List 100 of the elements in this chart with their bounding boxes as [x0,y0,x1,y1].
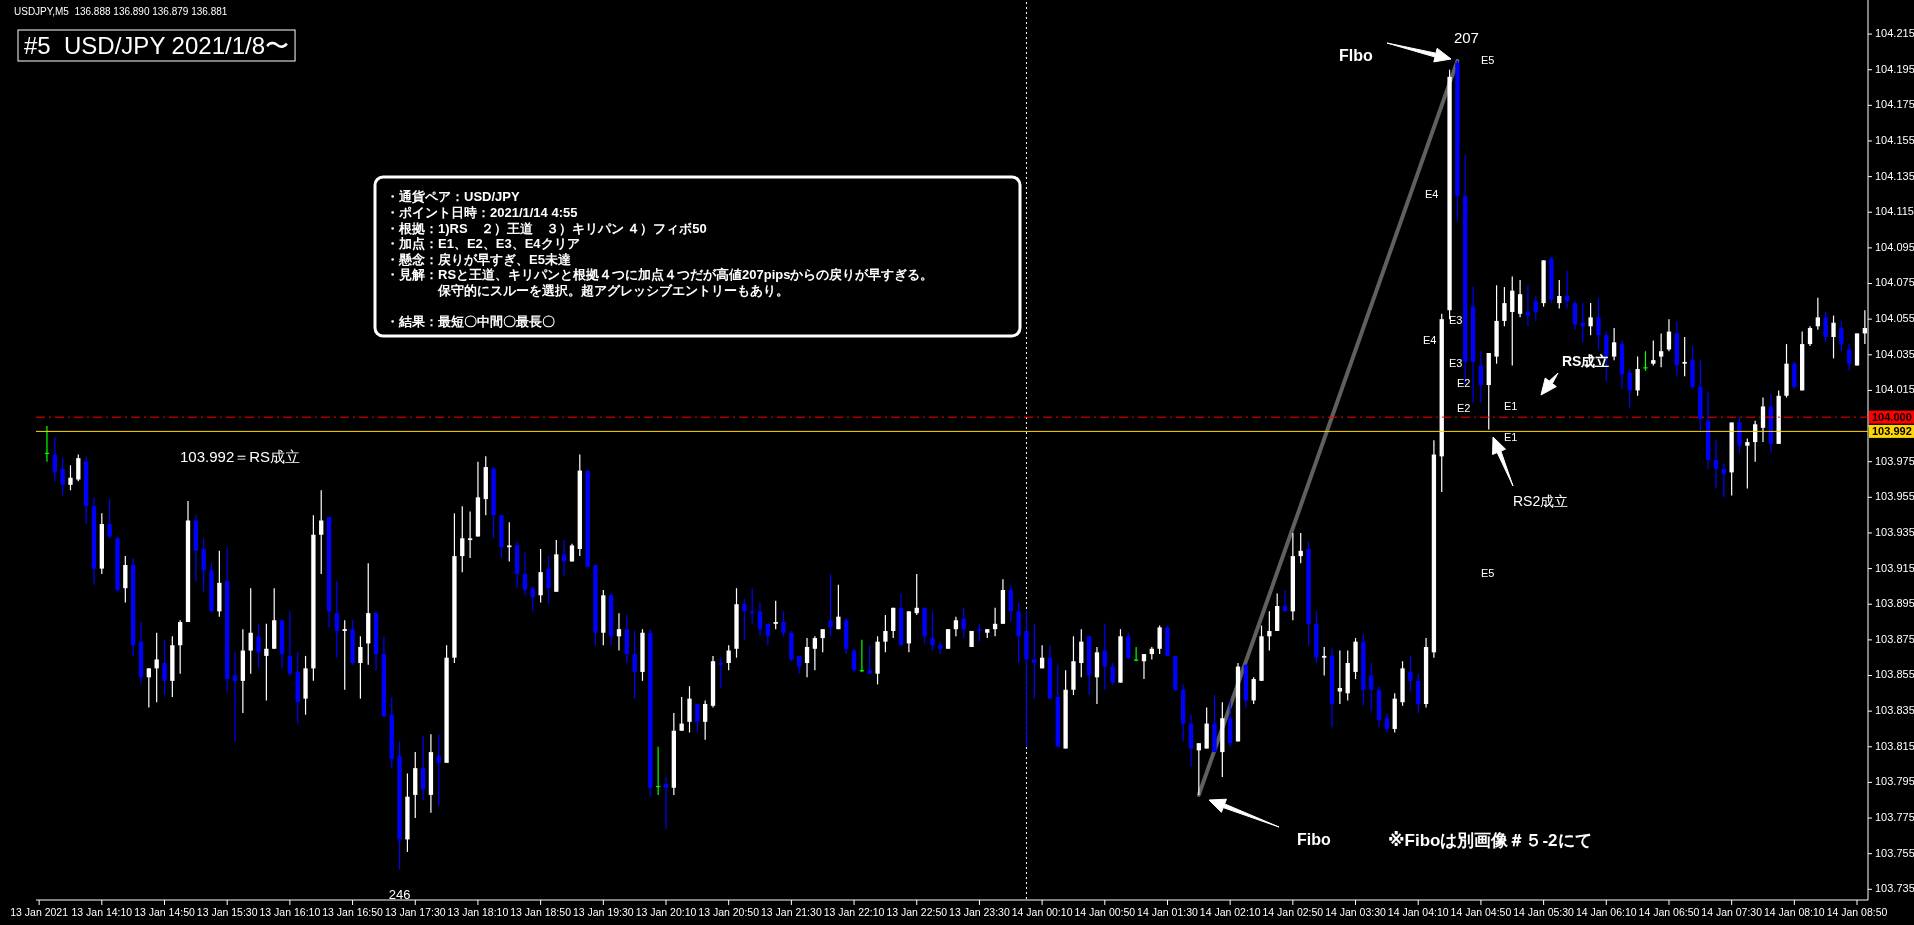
candlestick [1643,350,1648,372]
candlestick [1815,297,1821,331]
annotation: E4 [1425,187,1439,200]
annotation: ・見解：RSと王道、キリパンと根拠４つに加点４つだが高値207pipsからの戻りが早すぎる。保守的にスルーを選択。超アグレッシブエントリーもあり。 [386,267,934,299]
candlestick [287,610,293,677]
annotation: E2 [1457,376,1471,389]
candlestick [68,464,73,491]
candlestick [750,587,755,625]
candlestick [663,776,669,830]
annotation: E4 [1423,333,1437,346]
candlestick [867,644,872,675]
x-tick-label: 13 Jan 21:30 [761,906,822,918]
annotation: E3 [1449,356,1463,369]
y-tick-label: 103.795 [1875,775,1914,788]
candlestick [256,623,261,669]
y-tick-label: 103.735 [1875,882,1914,895]
x-tick-label: 13 Jan 16:10 [259,906,321,918]
candlestick [1713,439,1719,490]
candlestick [1651,339,1656,367]
candlestick [1478,350,1484,404]
annotation: E1 [1504,399,1518,412]
candlestick [1416,673,1421,714]
x-tick-label: 13 Jan 17:30 [384,906,446,918]
candlestick [1792,361,1797,390]
x-tick-label: 13 Jan 22:10 [823,906,885,918]
candlestick [162,639,167,696]
annotation: ・懸念：戻りが早すぎ、E5未達 [386,251,572,267]
y-tick-label: 103.955 [1875,490,1914,503]
candlestick [1032,623,1037,700]
candlestick [828,573,833,637]
candlestick [436,733,441,807]
x-tick-label: 14 Jan 05:30 [1513,906,1575,918]
annotation: E5 [1481,566,1495,579]
candlestick [1823,311,1828,343]
candlestick [1251,676,1256,705]
x-tick-label: 14 Jan 06:10 [1575,906,1637,918]
candlestick [1408,655,1413,693]
candlestick [632,630,637,700]
y-tick-label: 103.895 [1875,597,1914,610]
candlestick [507,521,512,563]
y-tick-label: 104.055 [1875,312,1914,325]
candlestick [1267,610,1272,652]
candlestick [1510,275,1515,367]
annotation: ・通貨ペア：USD/JPY [386,189,520,205]
y-tick-label: 104.195 [1875,62,1914,75]
x-tick-label: 14 Jan 00:10 [1011,906,1073,918]
annotation: E1 [1504,430,1518,443]
candlestick [1839,320,1844,352]
candlestick [154,632,159,703]
x-tick-label: 14 Jan 04:50 [1450,906,1512,918]
candlestick [1847,343,1852,372]
candlestick [264,623,269,702]
candlestick [757,601,763,637]
candlestick [538,548,543,604]
candlestick [1102,623,1107,691]
candlestick [1322,646,1327,677]
y-tick-label: 103.855 [1875,668,1914,681]
candlestick [883,614,888,653]
candlestick [1141,653,1147,680]
candlestick [248,587,253,675]
candlestick [107,498,112,539]
x-tick-label: 14 Jan 02:50 [1262,906,1324,918]
candlestick [1596,297,1601,351]
candlestick [420,735,426,801]
candlestick [1737,416,1742,454]
x-tick-label: 14 Jan 06:50 [1638,906,1700,918]
candlestick [836,584,841,630]
x-tick-label: 13 Jan 20:10 [635,906,697,918]
candlestick [530,585,535,612]
candlestick [742,598,747,641]
candlestick [851,648,857,673]
candlestick [718,657,723,689]
x-tick-label: 14 Jan 04:10 [1387,906,1449,918]
candlestick [945,628,951,650]
candlestick [1635,355,1640,397]
x-tick-label: 13 Jan 2021 [10,906,69,918]
candlestick [178,619,183,675]
candlestick [1110,662,1115,686]
candlestick [201,537,206,593]
x-tick-label: 13 Jan 15:30 [196,906,258,918]
candlestick [123,555,128,604]
candlestick [1557,279,1562,310]
annotation: Flbo [1339,47,1373,65]
candlestick [334,580,340,659]
candlestick [1682,336,1687,377]
candlestick [1611,327,1617,361]
x-tick-label: 13 Jan 14:50 [134,906,196,918]
y-tick-label: 103.935 [1875,525,1914,538]
candlestick [1008,584,1013,623]
candlestick [1807,325,1813,347]
x-tick-label: 14 Jan 02:10 [1199,906,1261,918]
candlestick [703,699,708,741]
candlestick [76,453,81,482]
title: #5 USD/JPY 2021/1/8〜 [17,29,296,62]
x-tick-label: 13 Jan 18:50 [510,906,572,918]
annotation: ・ポイント日時：2021/1/14 4:55 [386,205,578,221]
candlestick [1369,662,1374,712]
x-tick-label: 14 Jan 00:50 [1074,906,1136,918]
y-tick-label: 104.015 [1875,383,1914,396]
y-tick-label: 104.135 [1875,169,1914,182]
